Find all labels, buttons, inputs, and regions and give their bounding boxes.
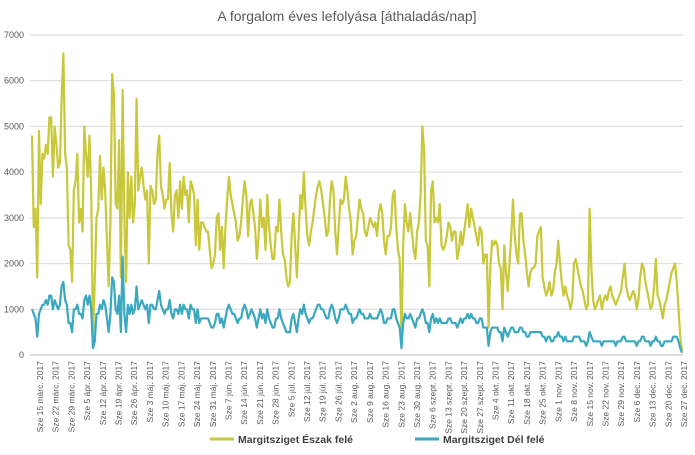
x-tick-label: Sze 5 júl. 2017 xyxy=(286,361,296,418)
y-tick-label: 7000 xyxy=(4,30,24,40)
x-tick-label: Sze 3 máj. 2017 xyxy=(145,361,155,423)
x-tick-label: Sze 6 szept. 2017 xyxy=(428,361,438,429)
x-tick-label: Sze 19 júl. 2017 xyxy=(318,361,328,422)
x-tick-label: Sze 25 okt. 2017 xyxy=(538,361,548,425)
series-line-north xyxy=(30,52,684,351)
y-tick-label: 1000 xyxy=(4,304,24,314)
y-axis-ticks: 0 1000 2000 3000 4000 5000 6000 7000 xyxy=(4,30,24,360)
x-tick-label: Sze 10 máj. 2017 xyxy=(161,361,171,427)
x-tick-label: Sze 13 szept. 2017 xyxy=(443,361,453,434)
x-tick-label: Sze 7 jún. 2017 xyxy=(223,361,233,420)
legend: Margitsziget Észak felé Margitsziget Dél… xyxy=(210,433,545,446)
x-tick-label: Sze 14 jún. 2017 xyxy=(239,361,249,425)
x-tick-label: Sze 15 nov. 2017 xyxy=(585,361,595,427)
x-tick-label: Sze 20 dec. 2017 xyxy=(663,361,673,427)
x-tick-label: Sze 9 aug. 2017 xyxy=(365,361,375,423)
x-tick-label: Sze 29 márc. 2017 xyxy=(66,361,76,433)
legend-label-south: Margitsziget Dél felé xyxy=(443,434,545,446)
x-tick-label: Sze 21 jún. 2017 xyxy=(255,361,265,425)
x-tick-label: Sze 8 nov. 2017 xyxy=(569,361,579,422)
y-tick-label: 4000 xyxy=(4,167,24,177)
y-tick-label: 6000 xyxy=(4,76,24,86)
x-tick-label: Sze 12 ápr. 2017 xyxy=(98,361,108,426)
x-tick-label: Sze 29 nov. 2017 xyxy=(616,361,626,427)
x-tick-label: Sze 27 szept. 2017 xyxy=(475,361,485,434)
x-tick-label: Sze 27 dec. 2017 xyxy=(679,361,689,427)
x-tick-label: Sze 2 aug. 2017 xyxy=(349,361,359,423)
x-tick-label: Sze 19 ápr. 2017 xyxy=(114,361,124,426)
x-tick-label: Sze 1 nov. 2017 xyxy=(553,361,563,422)
x-tick-label: Sze 6 dec. 2017 xyxy=(632,361,642,423)
x-tick-label: Sze 15 márc. 2017 xyxy=(35,361,45,433)
x-axis-ticks: Sze 15 márc. 2017 Sze 22 márc. 2017 Sze 29… xyxy=(35,361,689,434)
x-tick-label: Sze 20 szept. 2017 xyxy=(459,361,469,434)
x-tick-label: Sze 23 aug. 2017 xyxy=(396,361,406,428)
y-tick-label: 5000 xyxy=(4,121,24,131)
x-tick-label: Sze 28 jún. 2017 xyxy=(271,361,281,425)
y-tick-label: 0 xyxy=(19,350,24,360)
chart-title: A forgalom éves lefolyása [áthaladás/nap… xyxy=(217,8,476,24)
x-tick-label: Sze 11 okt. 2017 xyxy=(506,361,516,424)
y-tick-label: 2000 xyxy=(4,259,24,269)
y-tick-label: 3000 xyxy=(4,213,24,223)
x-tick-label: Sze 5 ápr. 2017 xyxy=(82,361,92,421)
x-tick-label: Sze 24 máj. 2017 xyxy=(192,361,202,427)
x-tick-label: Sze 26 júl. 2017 xyxy=(333,361,343,422)
x-tick-label: Sze 16 aug. 2017 xyxy=(381,361,391,428)
legend-label-north: Margitsziget Észak felé xyxy=(238,433,353,446)
x-tick-label: Sze 13 dec. 2017 xyxy=(648,361,658,427)
x-tick-label: Sze 4 okt. 2017 xyxy=(491,361,501,420)
x-tick-label: Sze 31 máj. 2017 xyxy=(208,361,218,427)
x-tick-label: Sze 22 nov. 2017 xyxy=(600,361,610,427)
x-tick-label: Sze 22 márc. 2017 xyxy=(51,361,61,433)
x-tick-label: Sze 17 máj. 2017 xyxy=(176,361,186,427)
x-tick-label: Sze 30 aug. 2017 xyxy=(412,361,422,428)
series-lines xyxy=(30,52,684,354)
series-line-south xyxy=(30,255,684,354)
x-tick-label: Sze 26 ápr. 2017 xyxy=(129,361,139,426)
x-tick-label: Sze 12 júl. 2017 xyxy=(302,361,312,422)
x-tick-label: Sze 18 okt. 2017 xyxy=(522,361,532,425)
